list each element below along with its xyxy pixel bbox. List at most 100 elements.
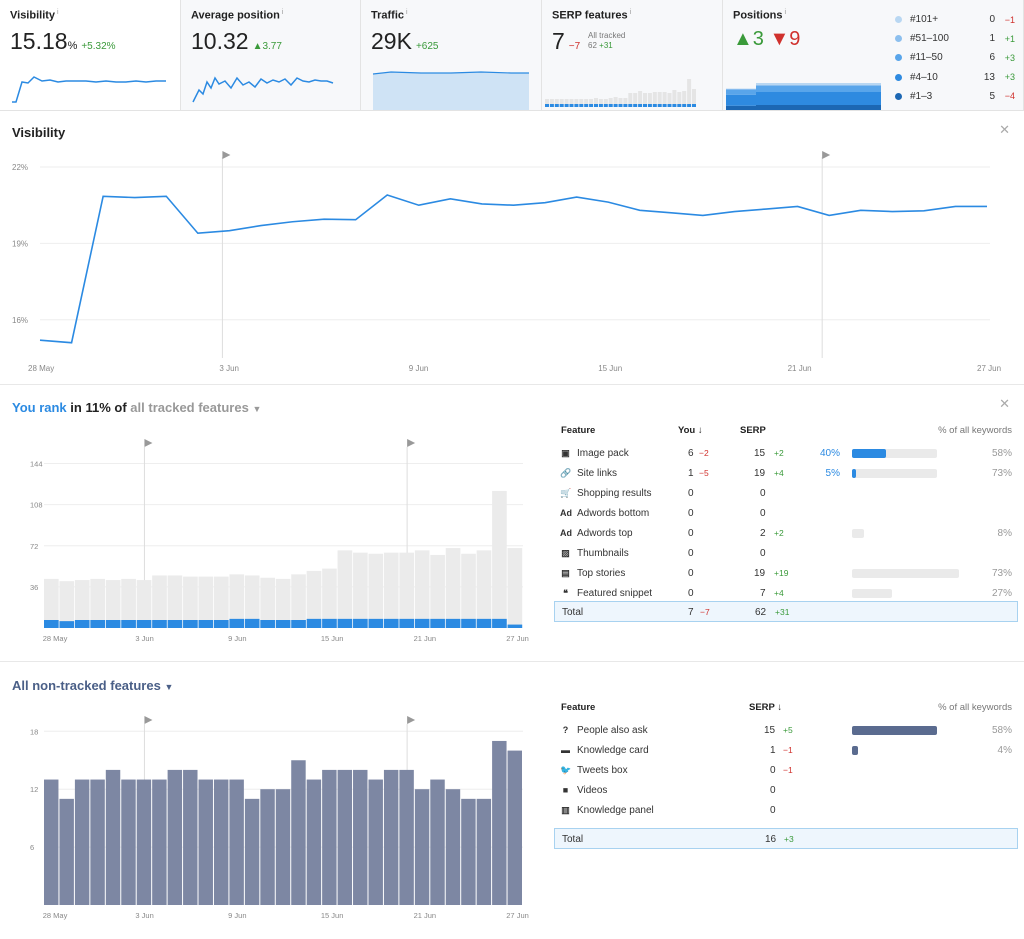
sparkline-segment	[876, 85, 881, 86]
total-label: Total	[562, 607, 584, 618]
sparkline-segment	[866, 92, 871, 105]
table-row[interactable]: 🛒 Shopping results 0 0	[554, 483, 1018, 503]
tracked-dropdown[interactable]: all tracked features	[130, 400, 249, 415]
card-title: Visibility i	[10, 9, 59, 22]
traffic-card[interactable]: Traffic i 29K +625	[361, 0, 542, 110]
serp-bar	[44, 779, 59, 905]
table-row[interactable]: Ad Adwords bottom 0 0	[554, 503, 1018, 523]
legend-delta: +3	[1004, 52, 1015, 63]
serp-bar	[492, 490, 507, 628]
total-serp-delta: +31	[775, 607, 790, 617]
column-header-feature[interactable]: Feature	[561, 425, 596, 436]
sparkline-segment	[806, 86, 811, 92]
serp-bar	[59, 581, 75, 628]
legend-item[interactable]: #1–3 5 −4	[895, 87, 1015, 106]
tracked-features-table: Feature You ↓ SERP % of all keywords ▣ Image …	[554, 425, 1018, 622]
serp-bar	[105, 769, 121, 905]
sparkline-bar	[594, 104, 598, 107]
legend-item[interactable]: #11–50 6 +3	[895, 48, 1015, 67]
twitter-icon: 🐦	[560, 765, 572, 775]
visibility-card[interactable]: Visibility i 15.18% +5.32%	[0, 0, 181, 110]
table-row[interactable]: ▤ Top stories 0 19 +19 73%	[554, 563, 1018, 583]
legend-item[interactable]: #101+ 0 −1	[895, 10, 1015, 29]
serp-bar	[353, 769, 368, 905]
you-bar	[507, 624, 523, 628]
legend-item[interactable]: #4–10 13 +3	[895, 68, 1015, 87]
x-tick-label: 21 Jun	[414, 634, 437, 643]
sparkline-bar	[662, 92, 667, 107]
section-title: Visibility	[12, 125, 66, 140]
info-icon: i	[784, 9, 787, 16]
serp-features-card[interactable]: SERP features i 7 −7 All tracked 62 +31	[542, 0, 723, 110]
column-header-pct[interactable]: % of all keywords	[938, 702, 1012, 713]
sparkline-segment	[776, 86, 781, 92]
sparkline-segment	[821, 86, 826, 92]
sparkline-segment	[861, 83, 866, 85]
table-row[interactable]: ▨ Thumbnails 0 0	[554, 543, 1018, 563]
keyword-percent: 58%	[991, 725, 1012, 736]
serp-value: 15	[764, 725, 776, 736]
table-row[interactable]: Ad Adwords top 0 2 +2 8%	[554, 523, 1018, 543]
you-bar	[90, 620, 106, 628]
sparkline-bar	[652, 92, 657, 107]
sparkline-segment	[771, 105, 776, 110]
feature-name: Site links	[577, 468, 618, 479]
serp-value: 1	[770, 745, 776, 756]
sparkline-bar	[559, 99, 564, 107]
card-icon: ▬	[561, 745, 570, 755]
sparkline-segment	[741, 89, 746, 95]
sparkline-bar	[598, 104, 603, 107]
chevron-down-icon[interactable]: ▼	[164, 682, 174, 692]
sparkline-segment	[756, 86, 761, 92]
x-tick-label: 15 Jun	[598, 364, 622, 373]
y-tick-label: 18	[30, 727, 38, 736]
chevron-down-icon[interactable]: ▼	[252, 404, 262, 414]
table-row[interactable]: ❝ Featured snippet 0 7 +4 27%	[554, 583, 1018, 603]
table-row[interactable]: 🐦 Tweets box 0 −1	[554, 760, 1018, 780]
table-row[interactable]: ▥ Knowledge panel 0	[554, 800, 1018, 820]
sparkline-segment	[871, 92, 876, 105]
visibility-sparkline	[12, 76, 166, 103]
sparkline-segment	[741, 105, 746, 110]
serp-bar	[368, 553, 384, 628]
sparkline-segment	[856, 86, 861, 92]
avg-position-card[interactable]: Average position i 10.32 ▲3.77	[181, 0, 361, 110]
table-row[interactable]: ? People also ask 15 +5 58%	[554, 720, 1018, 740]
close-icon[interactable]: ✕	[999, 396, 1010, 411]
close-icon[interactable]: ✕	[999, 122, 1010, 137]
keyword-percent: 73%	[991, 468, 1012, 479]
sparkline-segment	[771, 86, 776, 92]
flag-icon	[144, 439, 153, 447]
column-header-you[interactable]: You ↓	[678, 425, 703, 436]
sparkline-segment	[766, 105, 771, 110]
column-header-serp[interactable]: SERP ↓	[749, 702, 783, 713]
you-bar	[213, 620, 229, 628]
serp-value: 0	[760, 488, 766, 499]
sparkline-segment	[761, 83, 766, 85]
serp-bar	[368, 779, 383, 905]
sparkline-segment	[786, 83, 791, 85]
sparkline-segment	[751, 94, 756, 106]
legend-item[interactable]: #51–100 1 +1	[895, 29, 1015, 48]
you-bar	[121, 620, 136, 628]
table-row[interactable]: ▣ Image pack 6 −2 15 +2 40% 58%	[554, 443, 1018, 463]
table-row[interactable]: ■ Videos 0	[554, 780, 1018, 800]
table-row[interactable]: ▬ Knowledge card 1 −1 4%	[554, 740, 1018, 760]
sparkline-bar	[657, 104, 662, 107]
serp-bar	[275, 578, 291, 628]
column-header-serp[interactable]: SERP	[740, 425, 766, 436]
sparkline-bar	[628, 104, 633, 107]
column-header-pct[interactable]: % of all keywords	[938, 425, 1012, 436]
sparkline-segment	[801, 92, 806, 105]
positions-card[interactable]: Positions i ▲3 ▼9 #101+ 0 −1 #51–100 1 +1 #11–5…	[723, 0, 1024, 110]
y-tick-label: 6	[30, 843, 34, 852]
section-title: You rank in 11% of all tracked features …	[12, 400, 262, 415]
column-header-feature[interactable]: Feature	[561, 702, 596, 713]
table-row[interactable]: 🔗 Site links 1 −5 19 +4 5% 73%	[554, 463, 1018, 483]
x-tick-label: 3 Jun	[135, 911, 153, 920]
sparkline-segment	[776, 105, 781, 110]
serp-value: 0	[770, 805, 776, 816]
serp-bar	[90, 779, 105, 905]
you-bar	[260, 620, 275, 628]
tracked-features-chart: 144 108 72 36 28 May 3 Jun 9 Jun 15 Jun 21 Jun 27…	[30, 439, 529, 643]
